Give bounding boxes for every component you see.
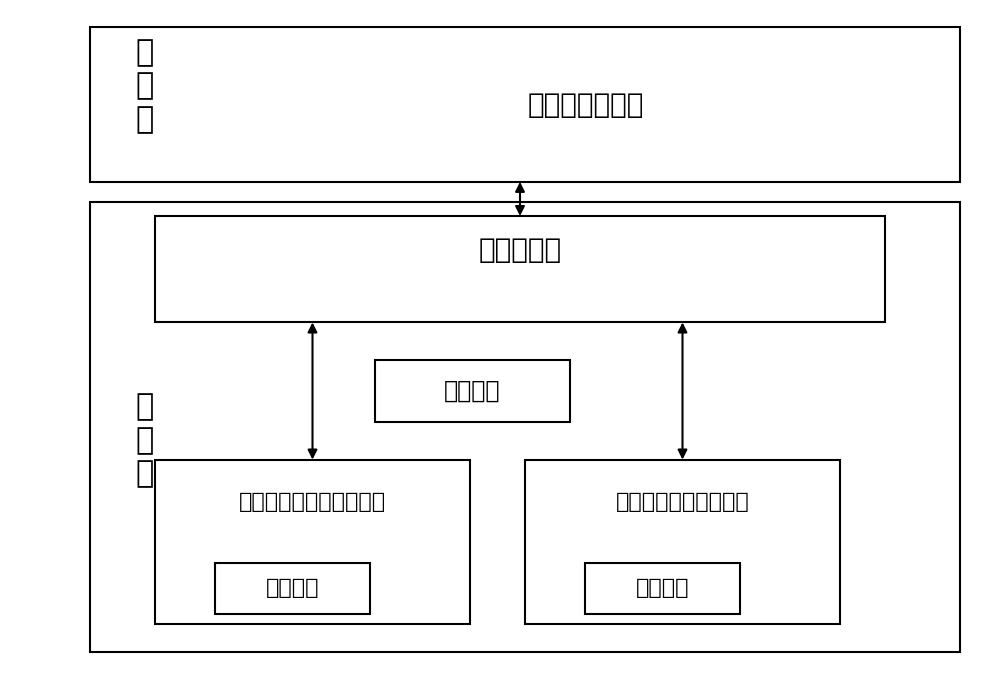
Bar — [375, 360, 570, 422]
Text: 定位标签: 定位标签 — [266, 578, 319, 598]
Bar — [155, 216, 885, 322]
Text: 隧道掘进机上的施工人员: 隧道掘进机上的施工人员 — [239, 493, 386, 512]
Bar — [90, 27, 960, 182]
Text: 定位引擎服务器: 定位引擎服务器 — [528, 91, 644, 119]
Text: 隧
道
内: 隧 道 内 — [136, 392, 154, 488]
Bar — [525, 460, 840, 624]
Text: 定位基站: 定位基站 — [444, 379, 501, 403]
Bar — [215, 563, 370, 614]
Text: 隧
道
外: 隧 道 外 — [136, 38, 154, 134]
Bar — [90, 202, 960, 652]
Text: 定位标签: 定位标签 — [636, 578, 689, 598]
Bar — [155, 460, 470, 624]
Bar — [585, 563, 740, 614]
Text: 有轨电车上的运送物资: 有轨电车上的运送物资 — [616, 493, 749, 512]
Text: 隧道掘进机: 隧道掘进机 — [478, 236, 562, 264]
